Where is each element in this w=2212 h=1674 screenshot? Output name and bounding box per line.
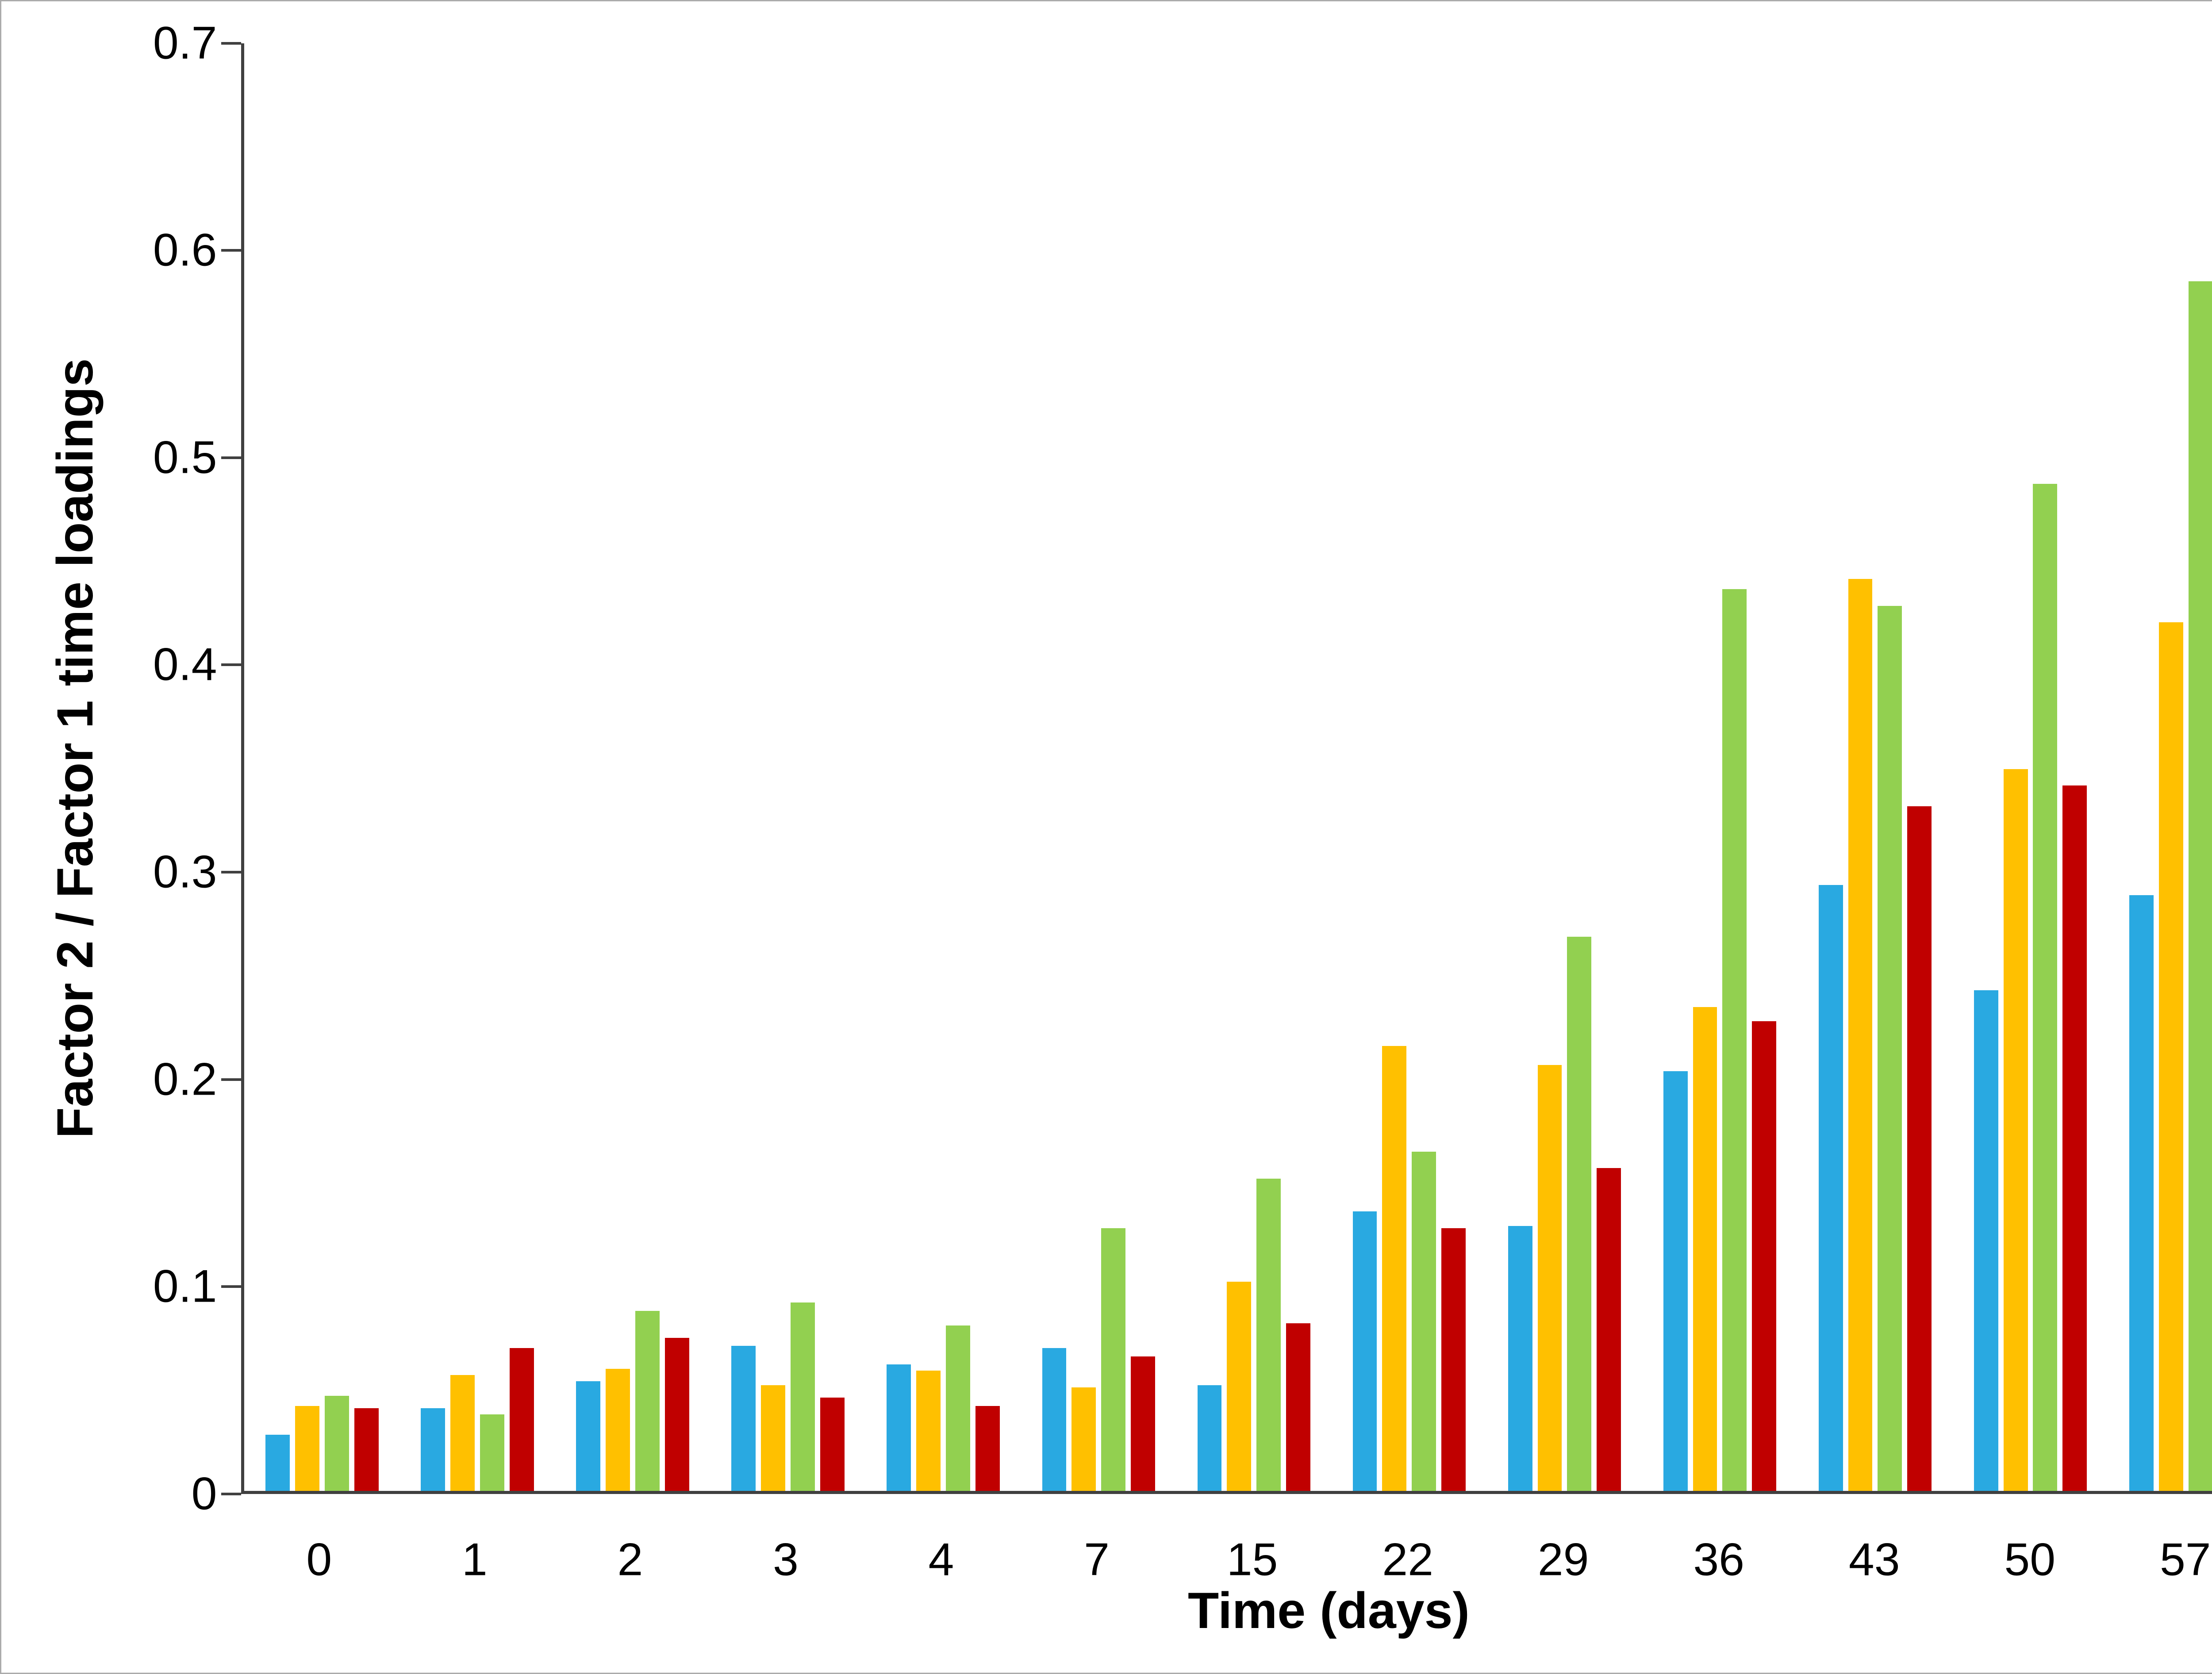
y-tick-label-0.5: 0.5 — [153, 432, 217, 483]
bar-C1-50 — [2062, 785, 2087, 1491]
category-slot-36 — [1642, 43, 1797, 1491]
y-tick-label-0.2: 0.2 — [153, 1053, 217, 1105]
bar-S2-2 — [635, 1310, 660, 1491]
bar-X1-29 — [1508, 1226, 1532, 1491]
y-tick-mark-0.4 — [221, 663, 242, 667]
category-slot-43 — [1797, 43, 1953, 1491]
bar-C1-2 — [664, 1337, 689, 1491]
bar-S2-43 — [1878, 605, 1902, 1491]
bar-C1-29 — [1597, 1168, 1621, 1491]
x-tick-label-3: 3 — [772, 1534, 799, 1586]
bar-X1-50 — [1974, 990, 1998, 1491]
bar-S1-43 — [1848, 578, 1873, 1491]
bar-S2-36 — [1722, 589, 1747, 1491]
category-slot-3 — [710, 43, 866, 1491]
category-slot-57 — [2108, 43, 2212, 1491]
y-tick-mark-0.1 — [221, 1285, 242, 1288]
bar-C1-43 — [1907, 806, 1932, 1491]
x-tick-label-7: 7 — [1084, 1534, 1110, 1586]
bar-C1-0 — [354, 1408, 379, 1491]
bar-S2-4 — [946, 1325, 971, 1491]
bar-S1-2 — [606, 1368, 630, 1491]
x-tick-label-2: 2 — [617, 1534, 643, 1586]
x-tick-label-1: 1 — [461, 1534, 488, 1586]
bar-C1-3 — [820, 1398, 845, 1491]
bar-X1-43 — [1818, 885, 1843, 1491]
bar-S2-0 — [324, 1395, 349, 1491]
bar-C1-36 — [1752, 1021, 1777, 1491]
bar-X1-2 — [576, 1381, 601, 1491]
bar-C1-4 — [975, 1406, 1000, 1491]
bar-S1-36 — [1693, 1007, 1717, 1491]
x-axis-title: Time (days) — [1187, 1582, 1470, 1640]
bar-S1-15 — [1227, 1282, 1252, 1491]
x-tick-label-29: 29 — [1537, 1534, 1589, 1586]
category-slot-22 — [1332, 43, 1487, 1491]
bar-S2-3 — [791, 1302, 815, 1491]
bar-S2-7 — [1101, 1228, 1126, 1491]
y-tick-label-0.3: 0.3 — [153, 846, 217, 898]
x-tick-label-57: 57 — [2159, 1534, 2211, 1586]
y-tick-label-0.7: 0.7 — [153, 17, 217, 69]
bar-S1-4 — [916, 1371, 941, 1491]
bar-X1-3 — [731, 1346, 756, 1491]
bar-S2-29 — [1567, 936, 1592, 1491]
category-slot-1 — [400, 43, 555, 1491]
bar-X1-36 — [1663, 1071, 1688, 1491]
x-tick-label-36: 36 — [1693, 1534, 1745, 1586]
y-tick-mark-0.2 — [221, 1078, 242, 1081]
y-tick-label-0: 0 — [191, 1468, 217, 1520]
y-tick-mark-0.7 — [221, 42, 242, 45]
x-tick-label-4: 4 — [928, 1534, 954, 1586]
bar-X1-57 — [2129, 895, 2154, 1491]
bar-S2-22 — [1412, 1151, 1436, 1491]
y-tick-mark-0.6 — [221, 249, 242, 252]
y-tick-label-0.1: 0.1 — [153, 1260, 217, 1312]
bar-S1-57 — [2158, 622, 2183, 1491]
bar-X1-1 — [421, 1408, 445, 1491]
category-slot-15 — [1176, 43, 1332, 1491]
y-tick-label-0.6: 0.6 — [153, 224, 217, 276]
bar-S1-0 — [295, 1406, 319, 1491]
category-slot-0 — [244, 43, 399, 1491]
y-tick-mark-0 — [221, 1492, 242, 1495]
bar-S2-50 — [2033, 483, 2058, 1491]
bar-X1-22 — [1352, 1211, 1377, 1491]
bar-S1-50 — [2003, 769, 2028, 1491]
bar-X1-15 — [1197, 1385, 1222, 1491]
x-tick-label-22: 22 — [1382, 1534, 1433, 1586]
bar-S2-15 — [1256, 1178, 1281, 1491]
category-slot-2 — [555, 43, 710, 1491]
x-tick-label-0: 0 — [306, 1534, 332, 1586]
y-tick-label-0.4: 0.4 — [153, 639, 217, 690]
bar-S2-1 — [480, 1414, 504, 1491]
bar-S1-29 — [1537, 1065, 1562, 1491]
category-slot-50 — [1953, 43, 2108, 1491]
plot-area — [241, 43, 2212, 1494]
bar-C1-7 — [1131, 1356, 1155, 1491]
bar-C1-1 — [509, 1348, 534, 1491]
bar-S2-57 — [2188, 281, 2212, 1491]
x-tick-label-15: 15 — [1226, 1534, 1278, 1586]
x-tick-label-43: 43 — [1848, 1534, 1900, 1586]
bar-C1-15 — [1286, 1323, 1310, 1491]
category-slot-4 — [866, 43, 1021, 1491]
category-slot-7 — [1021, 43, 1176, 1491]
category-slot-29 — [1487, 43, 1642, 1491]
y-tick-mark-0.3 — [221, 871, 242, 874]
bar-X1-4 — [887, 1364, 911, 1491]
x-tick-label-50: 50 — [2004, 1534, 2056, 1586]
bar-X1-0 — [265, 1435, 290, 1491]
y-tick-mark-0.5 — [221, 456, 242, 459]
bar-X1-7 — [1042, 1348, 1067, 1491]
bar-C1-22 — [1441, 1228, 1466, 1491]
bar-S1-7 — [1071, 1387, 1096, 1491]
bar-S1-22 — [1382, 1046, 1407, 1491]
bar-S1-1 — [450, 1375, 475, 1491]
bar-S1-3 — [761, 1385, 786, 1491]
